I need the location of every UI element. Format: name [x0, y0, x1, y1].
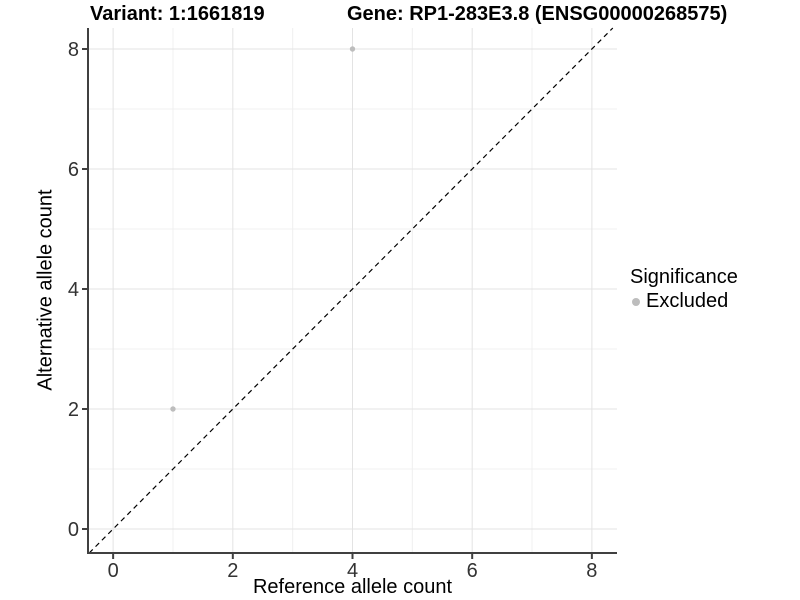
legend-key-dot [632, 297, 640, 306]
x-tick-label: 8 [586, 560, 597, 582]
x-axis-title: Reference allele count [252, 576, 452, 598]
x-tick-label: 0 [108, 560, 119, 582]
y-tick-label: 8 [68, 39, 79, 61]
data-point [170, 406, 176, 412]
y-tick-label: 4 [68, 279, 79, 301]
legend-item-label: Excluded [646, 290, 729, 312]
y-tick-label: 6 [68, 159, 79, 181]
variant-title: Variant: 1:1661819 [90, 3, 265, 25]
legend-item-excluded: Excluded [630, 291, 738, 312]
y-axis-title: Alternative allele count [34, 189, 57, 391]
legend: Significance Excluded [630, 266, 738, 312]
legend-title: Significance [630, 266, 738, 288]
x-tick-label: 2 [227, 560, 238, 582]
identity-reference-line [88, 27, 614, 554]
gene-title: Gene: RP1-283E3.8 (ENSG00000268575) [347, 3, 728, 25]
x-tick-label: 4 [347, 560, 358, 582]
x-tick-label: 6 [467, 560, 478, 582]
data-point [349, 46, 356, 52]
y-tick-label: 0 [68, 519, 79, 541]
y-tick-label: 2 [68, 399, 79, 421]
